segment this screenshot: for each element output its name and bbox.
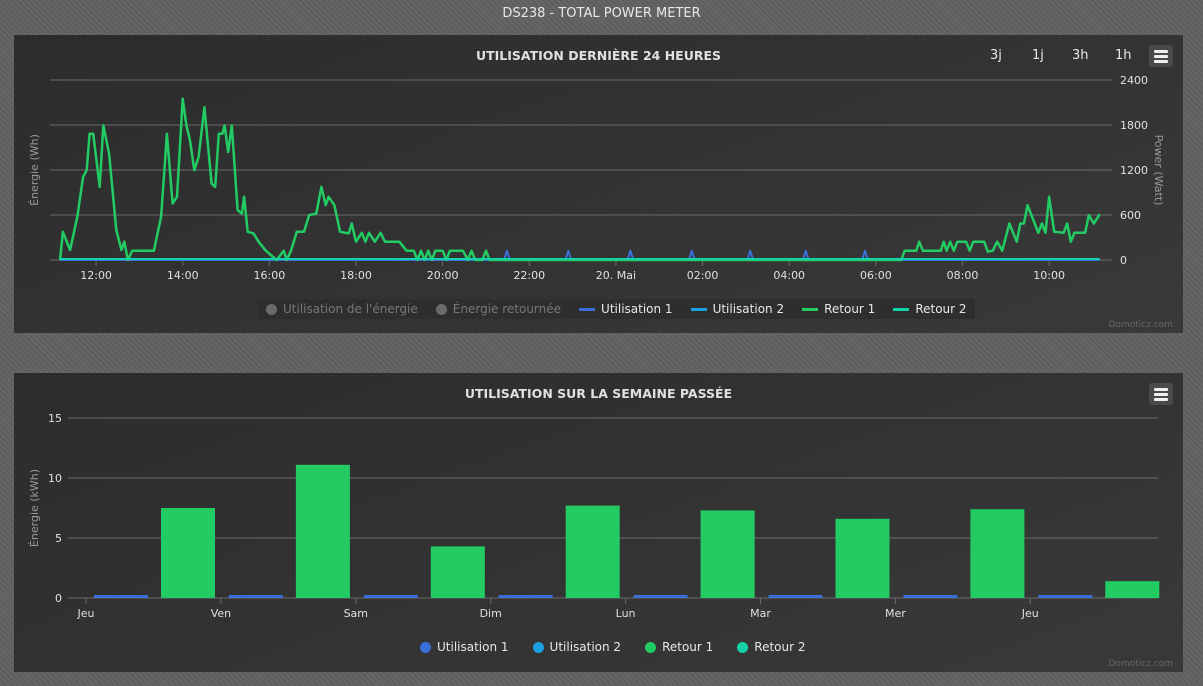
bar-utilisation1 (903, 595, 958, 598)
y-axis-title-right: Power (Watt) (1152, 135, 1165, 206)
y-tick-label: 10 (48, 472, 62, 485)
bar-utilisation1 (94, 595, 148, 598)
x-tick-label: Lun (616, 607, 636, 620)
chart-menu-button[interactable] (1149, 45, 1173, 67)
x-tick-label: 20. Mai (596, 269, 636, 282)
credit-link[interactable]: Domoticz.com (1108, 659, 1174, 669)
legend-item[interactable]: Retour 2 (893, 302, 967, 316)
legend-label: Retour 2 (915, 302, 967, 316)
bar-retour1 (430, 546, 485, 598)
range-3j-button[interactable]: 3j (990, 48, 1002, 63)
legend-label: Énergie retournée (452, 302, 562, 316)
y-axis-title: Énergie (kWh) (28, 469, 41, 547)
legend-dot-icon (737, 641, 749, 653)
range-1h-button[interactable]: 1h (1115, 48, 1132, 63)
legend-line-icon (690, 307, 707, 311)
y-tick-label: 0 (1120, 254, 1127, 267)
x-tick-label: 18:00 (340, 269, 372, 282)
legend: Utilisation de l'énergie Énergie retourné… (258, 299, 975, 319)
x-tick-label: Jeu (77, 607, 95, 620)
bar-utilisation1 (363, 595, 418, 598)
bar-utilisation1 (228, 595, 283, 598)
range-1j-button[interactable]: 1j (1032, 48, 1044, 63)
legend-label: Retour 2 (754, 640, 806, 654)
bar-retour1 (1105, 581, 1160, 598)
x-tick-label: 08:00 (947, 269, 979, 282)
bar-retour1 (700, 510, 755, 598)
credit-link[interactable]: Domoticz.com (1108, 320, 1174, 330)
y-tick-label: 1800 (1120, 119, 1148, 132)
x-tick-label: 12:00 (80, 269, 112, 282)
legend-item[interactable]: Utilisation 2 (532, 640, 622, 654)
series-line-retour1 (58, 97, 1101, 262)
legend-item[interactable]: Utilisation 1 (420, 640, 509, 654)
y-tick-label: 2400 (1120, 74, 1148, 87)
legend-item[interactable]: Retour 2 (737, 640, 806, 654)
x-tick-label: Mer (885, 607, 906, 620)
bar-retour1 (970, 509, 1025, 598)
chart-title: UTILISATION SUR LA SEMAINE PASSÉE (464, 386, 733, 401)
legend-item[interactable]: Retour 1 (802, 302, 875, 316)
legend-dot-icon (420, 641, 431, 653)
legend-label: Utilisation de l'énergie (283, 302, 418, 316)
legend-dot-icon (532, 641, 544, 653)
x-tick-label: 06:00 (860, 269, 892, 282)
legend-item[interactable]: Utilisation 1 (579, 302, 673, 316)
x-tick-label: 04:00 (773, 269, 805, 282)
x-tick-label: Dim (480, 607, 502, 620)
x-tick-label: 20:00 (427, 269, 459, 282)
daily-usage-chart: 2400 1800 1200 600 0 12:00 14:00 16:00 18:00 20:0… (28, 74, 1165, 282)
x-tick-label: Jeu (1021, 607, 1039, 620)
weekly-usage-chart-panel: 15 10 5 0 Énergie (kWh) Jeu Ven Sam Dim Lun Mar Mer… (14, 373, 1183, 672)
page-title: DS238 - TOTAL POWER METER (502, 6, 701, 21)
bar-retour1 (565, 505, 620, 598)
x-tick-label: Mar (750, 607, 771, 620)
y-tick-label: 600 (1120, 209, 1141, 222)
x-tick-label: 10:00 (1033, 269, 1065, 282)
daily-usage-chart-panel: 2400 1800 1200 600 0 12:00 14:00 16:00 18:00 20:0… (14, 35, 1183, 333)
legend-label: Utilisation 1 (601, 302, 673, 316)
legend-line-icon (802, 307, 819, 311)
x-tick-label: 22:00 (513, 269, 545, 282)
y-tick-label: 0 (55, 592, 62, 605)
range-3h-button[interactable]: 3h (1072, 48, 1089, 63)
y-tick-label: 5 (55, 532, 62, 545)
legend-item[interactable]: Utilisation de l'énergie (266, 302, 418, 316)
x-tick-label: 16:00 (254, 269, 286, 282)
legend-label: Utilisation 1 (437, 640, 509, 654)
bar-utilisation1 (498, 595, 553, 598)
legend-dot-icon (435, 303, 447, 315)
weekly-usage-chart: 15 10 5 0 Énergie (kWh) Jeu Ven Sam Dim Lun Mar Mer… (28, 412, 1160, 620)
x-tick-label: 14:00 (167, 269, 199, 282)
legend-dot-icon (266, 303, 277, 315)
legend-line-icon (579, 307, 596, 311)
legend-item[interactable]: Retour 1 (645, 640, 713, 654)
chart-title: UTILISATION DERNIÈRE 24 HEURES (475, 48, 722, 63)
x-tick-label: Sam (344, 607, 368, 620)
x-tick-label: Ven (211, 607, 231, 620)
legend-dot-icon (645, 641, 657, 653)
y-axis-title-left: Énergie (Wh) (28, 134, 41, 206)
legend: Utilisation 1 Utilisation 2 Retour 1 Retour… (412, 637, 814, 657)
y-tick-label: 1200 (1120, 164, 1148, 177)
bar-retour1 (161, 508, 215, 598)
bar-utilisation1 (633, 595, 688, 598)
legend-line-icon (893, 307, 910, 311)
legend-item[interactable]: Utilisation 2 (690, 302, 785, 316)
bar-utilisation1 (768, 595, 823, 598)
legend-label: Utilisation 2 (549, 640, 622, 654)
legend-label: Retour 1 (824, 302, 876, 316)
legend-label: Utilisation 2 (712, 302, 785, 316)
bar-retour1 (295, 464, 350, 598)
chart-menu-button[interactable] (1149, 383, 1173, 405)
x-tick-label: 02:00 (687, 269, 719, 282)
bar-retour1 (835, 518, 890, 598)
bar-utilisation1 (1038, 595, 1093, 598)
y-tick-label: 15 (48, 412, 62, 425)
legend-label: Retour 1 (662, 640, 714, 654)
legend-item[interactable]: Énergie retournée (435, 302, 562, 316)
